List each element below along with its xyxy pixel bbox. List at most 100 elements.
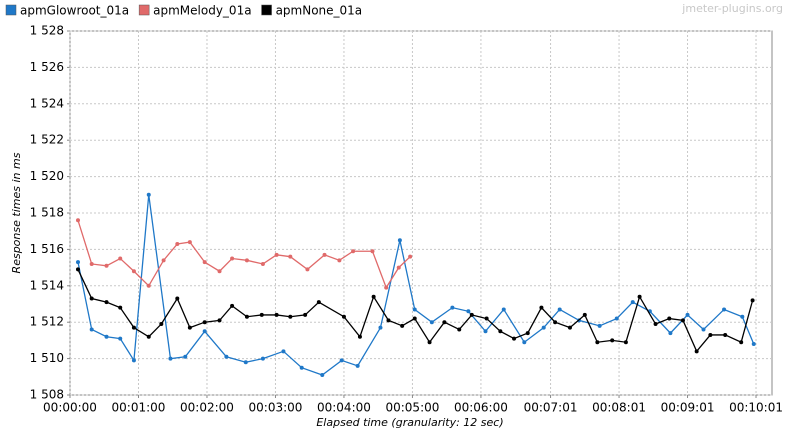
data-point — [217, 269, 222, 274]
data-point — [118, 305, 123, 310]
data-point — [397, 238, 402, 243]
y-tick-label: 1 522 — [30, 133, 64, 147]
x-tick-label: 00:09:01 — [661, 401, 715, 415]
data-point — [457, 327, 462, 332]
y-tick-label: 1 512 — [30, 315, 64, 329]
data-point — [723, 332, 728, 337]
y-tick-label: 1 508 — [30, 388, 64, 402]
data-point — [159, 322, 164, 327]
data-point — [260, 261, 265, 266]
data-point — [299, 365, 304, 370]
x-tick-label: 00:08:01 — [592, 401, 646, 415]
data-point — [131, 269, 136, 274]
data-point — [316, 300, 321, 305]
data-point — [320, 372, 325, 377]
data-point — [637, 294, 642, 299]
x-axis-label: Elapsed time (granularity: 12 sec) — [316, 416, 503, 429]
data-point — [244, 314, 249, 319]
data-point — [597, 323, 602, 328]
data-point — [104, 334, 109, 339]
data-point — [217, 318, 222, 323]
data-point — [429, 320, 434, 325]
data-point — [400, 323, 405, 328]
data-point — [386, 318, 391, 323]
data-point — [667, 316, 672, 321]
data-point — [244, 258, 249, 263]
data-point — [740, 314, 745, 319]
y-tick-label: 1 520 — [30, 169, 64, 183]
data-point — [614, 316, 619, 321]
data-point — [75, 267, 80, 272]
data-point — [396, 265, 401, 270]
data-point — [668, 331, 673, 336]
data-point — [224, 354, 229, 359]
data-point — [281, 349, 286, 354]
legend-swatch — [5, 4, 17, 16]
x-tick-label: 00:10:01 — [729, 401, 783, 415]
y-tick-label: 1 510 — [30, 351, 64, 365]
legend-swatch — [261, 4, 272, 16]
y-tick-label: 1 526 — [30, 60, 64, 74]
y-tick-label: 1 528 — [30, 24, 64, 38]
data-point — [118, 336, 123, 341]
data-point — [557, 307, 562, 312]
data-point — [337, 258, 342, 263]
data-point — [175, 296, 180, 301]
data-point — [146, 334, 151, 339]
data-point — [498, 329, 503, 334]
data-point — [378, 325, 383, 330]
data-point — [610, 338, 615, 343]
data-point — [412, 307, 417, 312]
data-point — [131, 358, 136, 363]
data-point — [305, 267, 310, 272]
data-point — [450, 305, 455, 310]
x-tick-label: 00:04:00 — [317, 401, 371, 415]
data-point — [442, 320, 447, 325]
data-point — [146, 283, 151, 288]
data-point — [653, 322, 658, 327]
data-point — [427, 340, 432, 345]
data-point — [685, 312, 690, 317]
data-point — [303, 312, 308, 317]
series-line — [77, 269, 754, 353]
x-tick-label: 00:02:00 — [180, 401, 234, 415]
data-point — [341, 314, 346, 319]
legend-label: apmGlowroot_01a — [20, 4, 129, 18]
data-point — [187, 325, 192, 330]
data-point — [202, 320, 207, 325]
y-tick-label: 1 524 — [30, 96, 64, 110]
data-point — [371, 294, 376, 299]
legend-swatch — [138, 4, 150, 16]
data-point — [288, 254, 293, 259]
data-point — [751, 342, 756, 347]
data-point — [288, 314, 293, 319]
data-point — [274, 252, 279, 257]
data-point — [370, 249, 375, 254]
data-point — [89, 261, 94, 266]
data-point — [357, 334, 362, 339]
y-tick-label: 1 518 — [30, 206, 64, 220]
data-point — [89, 296, 94, 301]
data-point — [750, 298, 755, 303]
data-point — [175, 241, 180, 246]
data-point — [339, 358, 344, 363]
data-point — [230, 256, 235, 261]
data-point — [161, 258, 166, 263]
data-point — [512, 336, 517, 341]
data-point — [501, 307, 506, 312]
data-point — [484, 316, 489, 321]
data-point — [553, 320, 558, 325]
data-point — [274, 312, 279, 317]
series-line — [77, 220, 411, 290]
data-point — [230, 303, 235, 308]
data-point — [118, 256, 123, 261]
data-point — [595, 340, 600, 345]
data-point — [701, 327, 706, 332]
data-point — [259, 312, 264, 317]
data-point — [131, 325, 136, 330]
data-point — [469, 312, 474, 317]
data-point — [541, 325, 546, 330]
data-point — [202, 260, 207, 265]
data-point — [168, 356, 173, 361]
